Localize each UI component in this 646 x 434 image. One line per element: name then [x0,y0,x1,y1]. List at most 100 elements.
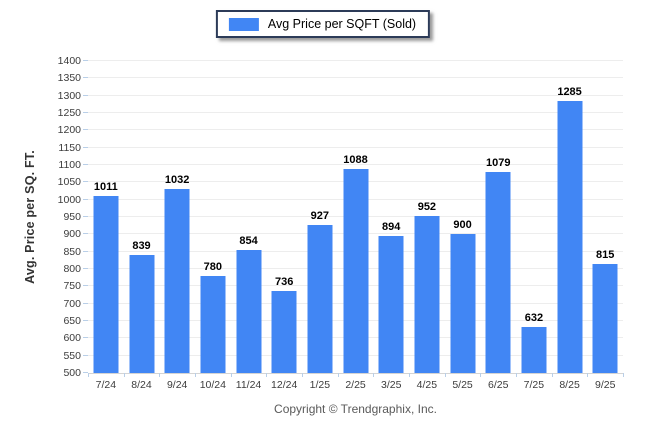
x-tick-mark [480,373,482,377]
y-tick-mark [83,216,88,217]
gridline [88,164,623,165]
bar [521,327,547,373]
x-axis-labels: 7/24 8/24 9/24 10/24 11/24 12/24 1/25 2/25 3/25 4… [88,379,623,391]
x-tick-label: 7/25 [523,379,545,391]
bar-slot: 900 [445,61,481,373]
bar-slot: 1088 [338,61,374,373]
y-tick-mark [83,181,88,183]
gridline [88,129,623,131]
bar-value-label: 927 [310,209,330,222]
x-tick-label: 6/25 [488,379,509,391]
x-tick-label: 1/25 [309,379,331,391]
bar [93,195,119,373]
bar-value-label: 952 [417,201,437,214]
bar [200,275,226,373]
y-tick-label: 1050 [57,176,81,189]
bar-slot: 854 [231,61,267,373]
y-tick-mark [83,233,88,235]
gridline [88,77,623,79]
y-tick-label: 1150 [58,141,81,154]
y-tick-mark [83,268,88,269]
y-tick-label: 900 [63,228,81,241]
x-tick-label: 8/25 [559,379,580,391]
x-tick-label: 9/25 [595,379,616,391]
x-tick-label: 10/24 [199,379,226,391]
bar [307,224,333,373]
x-tick-label: 2/25 [345,379,366,391]
bar [378,236,404,373]
x-tick-mark [159,373,161,377]
x-tick-mark [88,373,89,377]
x-tick-mark [516,373,517,377]
y-tick-mark [83,372,88,373]
bar-value-label: 1285 [557,85,582,98]
y-tick-mark [83,60,88,61]
x-tick-mark [551,373,553,377]
x-tick-label: 5/25 [452,379,473,391]
y-tick-mark [83,112,88,113]
y-tick-label: 650 [63,315,81,327]
x-tick-label: 4/25 [416,379,438,391]
bar-value-label: 736 [275,276,294,289]
bar-slot: 952 [409,61,445,373]
legend-swatch-icon [228,17,259,31]
bar [592,263,618,373]
x-tick-mark [337,373,339,377]
y-tick-label: 950 [63,211,81,223]
x-tick-mark [623,373,624,377]
copyright-text: Copyright © Trendgraphix, Inc. [274,402,437,416]
bar-slot: 780 [195,61,231,373]
y-tick-label: 1400 [57,55,81,67]
gridline [88,112,623,113]
gridline [88,60,623,61]
bar-value-label: 854 [239,235,258,248]
bar-slot: 894 [373,61,409,373]
y-tick-label: 1100 [58,159,81,171]
y-tick-mark [83,94,88,96]
x-tick-mark [373,373,375,377]
x-tick-mark [302,373,303,377]
x-tick-label: 8/24 [131,379,152,391]
y-tick-mark [83,77,88,79]
y-tick-mark [83,250,88,252]
bar-slot: 1285 [552,61,588,373]
x-tick-mark [444,373,446,377]
y-tick-label: 1350 [57,72,81,85]
y-tick-mark [83,320,88,321]
y-tick-mark [83,198,88,200]
x-tick-label: 12/24 [271,379,298,391]
y-tick-mark [83,337,88,339]
bar [343,169,369,373]
y-tick-label: 1000 [57,193,81,206]
x-tick-mark [266,373,268,377]
bar [557,100,583,373]
y-tick-mark [83,129,88,131]
bar-slot: 632 [516,61,552,373]
bar-slot: 1032 [159,61,195,373]
y-tick-mark [83,146,88,148]
bar-value-label: 1079 [485,157,511,170]
bar-slot: 839 [124,61,160,373]
x-tick-mark [230,373,232,377]
legend-label: Avg Price per SQFT (Sold) [267,17,417,31]
y-tick-label: 850 [63,245,81,258]
x-tick-label: 7/24 [95,379,117,391]
bar [236,250,262,373]
y-axis-title: Avg. Price per SQ. FT. [23,150,37,284]
bar-value-label: 900 [453,219,472,232]
bar-value-label: 780 [203,260,223,273]
y-tick-label: 1300 [57,89,81,102]
bar [271,291,297,373]
bar-value-label: 1011 [93,180,118,193]
x-tick-mark [409,373,410,377]
bar-slot: 1011 [88,61,124,373]
y-tick-label: 600 [63,332,81,345]
bar [129,255,154,373]
bar [414,216,440,373]
gridline [88,94,623,96]
bar-value-label: 632 [524,312,544,325]
bar-series: 1011 839 1032 780 854 736 927 1088 894 952 900 1079… [88,61,623,373]
bar-slot: 815 [587,61,623,373]
y-tick-label: 750 [63,280,81,293]
bar [450,234,476,373]
